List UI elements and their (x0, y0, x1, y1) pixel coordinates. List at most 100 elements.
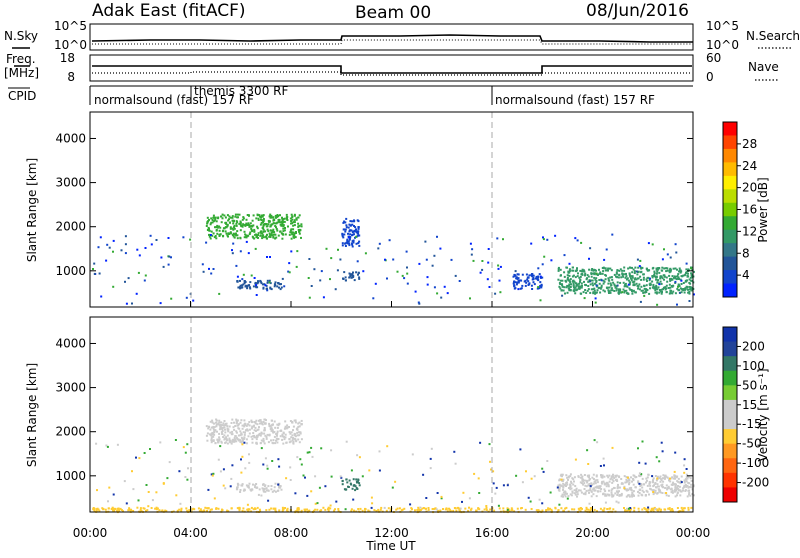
power-cell (93, 272, 96, 275)
power-cell (559, 283, 562, 285)
power-cell (567, 278, 570, 281)
power-cell (582, 269, 585, 272)
power-cell (229, 232, 232, 235)
velocity-cell (239, 421, 242, 424)
velocity-cell (239, 440, 242, 443)
velocity-cell (334, 508, 336, 511)
velocity-cell (216, 438, 219, 441)
power-cell (245, 236, 248, 239)
power-cell (653, 286, 656, 289)
velocity-cell (599, 507, 602, 510)
velocity-cell (592, 482, 595, 485)
velocity-cell (422, 473, 425, 476)
velocity-cell (128, 507, 131, 510)
velocity-cell (458, 509, 461, 512)
power-cell (557, 268, 560, 270)
velocity-cell (154, 507, 157, 510)
velocity-cell (564, 495, 567, 498)
power-cell (258, 214, 261, 217)
velocity-cell (467, 509, 470, 512)
velocity-cell (314, 475, 317, 478)
velocity-cell (259, 434, 262, 437)
power-cell (517, 280, 520, 283)
velocity-cell (357, 508, 360, 510)
power-cell (646, 280, 648, 282)
power-cell (651, 243, 654, 246)
y-tick-label: 4000 (55, 336, 86, 350)
velocity-cell (430, 447, 433, 450)
velocity-cell (671, 490, 674, 493)
velocity-cell (571, 490, 574, 493)
velocity-cell (253, 507, 256, 510)
velocity-cell (561, 480, 564, 482)
power-cell (120, 249, 123, 252)
power-cell (357, 242, 360, 245)
cpid-label: CPID (8, 89, 36, 103)
velocity-cell (596, 510, 598, 513)
velocity-cell (207, 507, 210, 510)
velocity-cell (233, 440, 236, 443)
power-cell (98, 272, 101, 275)
power-cell (341, 242, 344, 245)
power-cell (352, 271, 354, 274)
power-cell (593, 289, 596, 292)
power-cell (233, 236, 236, 239)
power-cell (246, 223, 248, 226)
velocity-cell (454, 507, 457, 510)
power-cell (238, 213, 241, 216)
power-cell (384, 258, 386, 261)
velocity-cell (611, 481, 614, 484)
velocity-cell (569, 483, 572, 486)
velocity-cell (630, 476, 632, 479)
power-cell (655, 267, 658, 270)
power-cell (676, 287, 679, 290)
power-cell (292, 224, 295, 227)
velocity-cell (454, 462, 457, 465)
power-cell (587, 285, 590, 287)
power-cell (629, 281, 632, 284)
power-cell (281, 277, 284, 280)
velocity-cell (627, 494, 630, 497)
velocity-cell (579, 507, 582, 509)
power-cell (600, 284, 603, 287)
velocity-cell (355, 478, 358, 481)
velocity-cell (662, 474, 665, 477)
power-cell (530, 284, 533, 287)
power-cell (622, 281, 625, 284)
power-cell (661, 266, 664, 269)
power-cell (221, 213, 224, 216)
velocity-cell (637, 480, 640, 483)
power-cell (539, 275, 542, 278)
velocity-cell (294, 439, 297, 442)
power-cell (342, 236, 345, 239)
power-cell (560, 289, 563, 292)
power-cell (590, 275, 593, 278)
power-cell (268, 235, 271, 238)
power-cell (267, 223, 270, 226)
velocity-cell (601, 476, 604, 479)
velocity-cell (298, 441, 301, 444)
power-cell (229, 227, 232, 230)
power-cell (679, 287, 682, 290)
power-cell (568, 283, 571, 286)
power-cell (679, 269, 682, 272)
power-cell (295, 265, 298, 268)
velocity-cell (639, 485, 642, 487)
power-cell (283, 217, 286, 220)
velocity-cell (379, 508, 382, 511)
power-cell (155, 239, 158, 241)
velocity-cell (253, 421, 256, 423)
velocity-cell (643, 483, 646, 486)
power-cell (274, 237, 277, 240)
velocity-cell (613, 477, 616, 479)
velocity-cell (684, 490, 687, 492)
power-cell (255, 217, 258, 220)
velocity-cell (581, 475, 584, 478)
velocity-cell (593, 487, 596, 490)
power-cell (674, 243, 677, 246)
velocity-cell (185, 507, 188, 510)
power-cell (676, 275, 679, 277)
power-cell (279, 288, 282, 291)
power-cell (277, 282, 280, 285)
power-cell (287, 225, 289, 228)
